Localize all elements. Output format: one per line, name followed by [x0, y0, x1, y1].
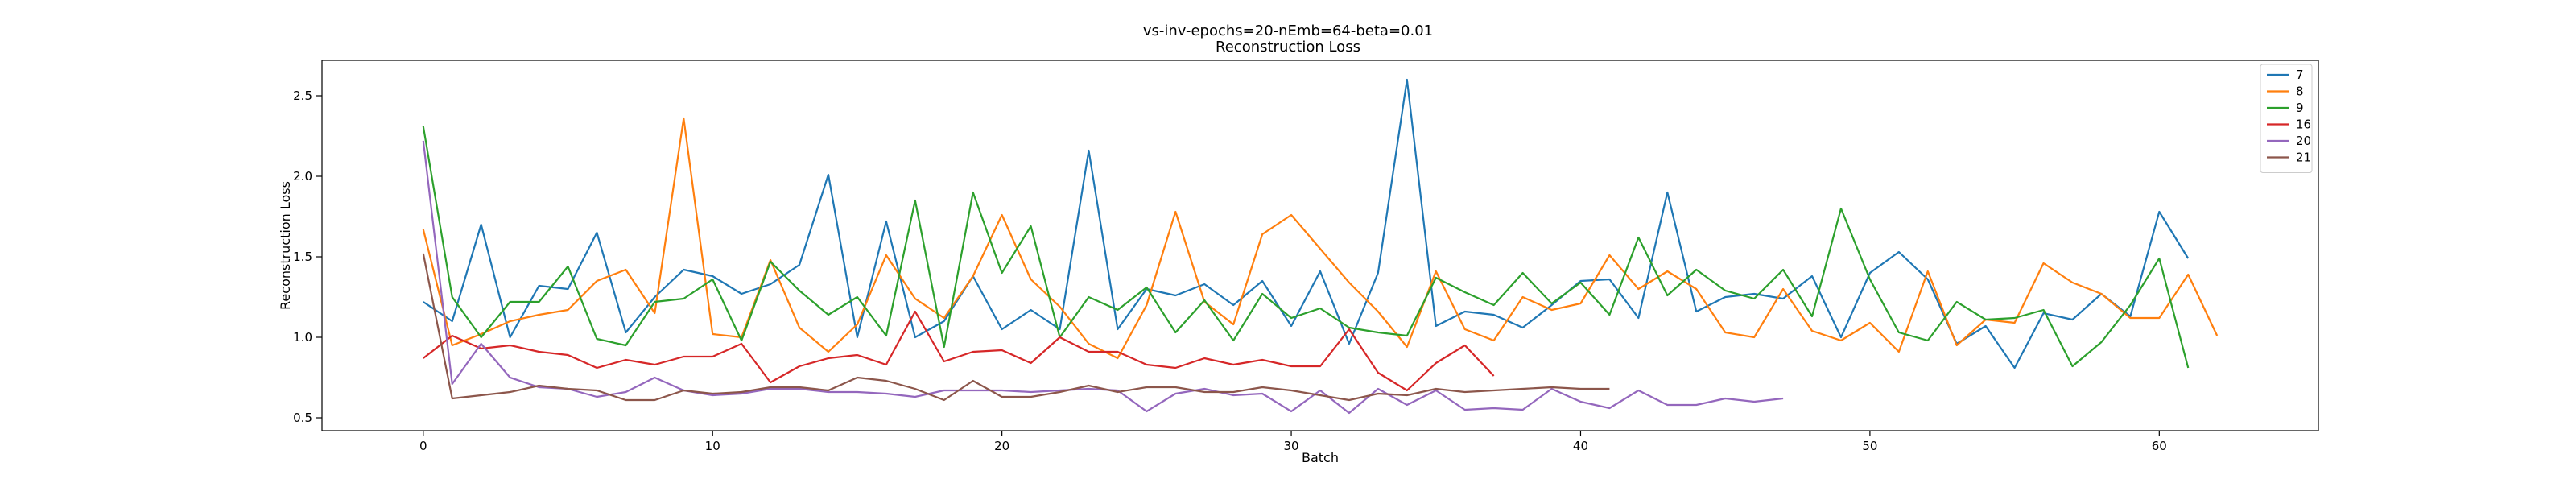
legend-label-20: 20 [2296, 134, 2311, 148]
legend-label-9: 9 [2296, 101, 2304, 115]
y-tick-label: 2.5 [293, 89, 312, 103]
x-axis: 0 10 20 30 40 50 60 [419, 431, 2167, 453]
legend-label-21: 21 [2296, 151, 2311, 165]
y-tick-label: 1.5 [293, 250, 312, 264]
legend-label-8: 8 [2296, 85, 2304, 99]
chart-title: vs-inv-epochs=20-nEmb=64-beta=0.01 [1143, 23, 1433, 39]
plot-frame [321, 60, 2319, 431]
x-tick-label: 60 [2152, 439, 2167, 453]
series-line-16 [423, 310, 1495, 392]
series-line-20 [422, 140, 1784, 415]
x-tick-label: 40 [1573, 439, 1588, 453]
legend-label-16: 16 [2296, 118, 2311, 132]
y-axis: 0.5 1.0 1.5 2.0 2.5 [293, 89, 322, 425]
x-tick-label: 30 [1284, 439, 1299, 453]
y-tick-label: 0.5 [293, 411, 312, 425]
series-layer [422, 78, 2219, 415]
x-axis-label: Batch [1302, 450, 1339, 465]
series-line-9 [422, 126, 2190, 369]
y-axis-label: Reconstruction Loss [278, 181, 293, 310]
x-tick-label: 0 [419, 439, 427, 453]
series-line-8 [422, 117, 2219, 360]
legend: 7 8 9 16 20 21 [2260, 64, 2313, 173]
series-line-7 [423, 78, 2190, 369]
x-tick-label: 10 [705, 439, 720, 453]
x-tick-label: 20 [994, 439, 1009, 453]
x-tick-label: 50 [1862, 439, 1877, 453]
y-tick-label: 2.0 [293, 169, 312, 184]
y-tick-label: 1.0 [293, 330, 312, 345]
legend-label-7: 7 [2296, 68, 2304, 82]
series-line-21 [422, 253, 1610, 402]
chart-subtitle: Reconstruction Loss [1216, 39, 1360, 56]
